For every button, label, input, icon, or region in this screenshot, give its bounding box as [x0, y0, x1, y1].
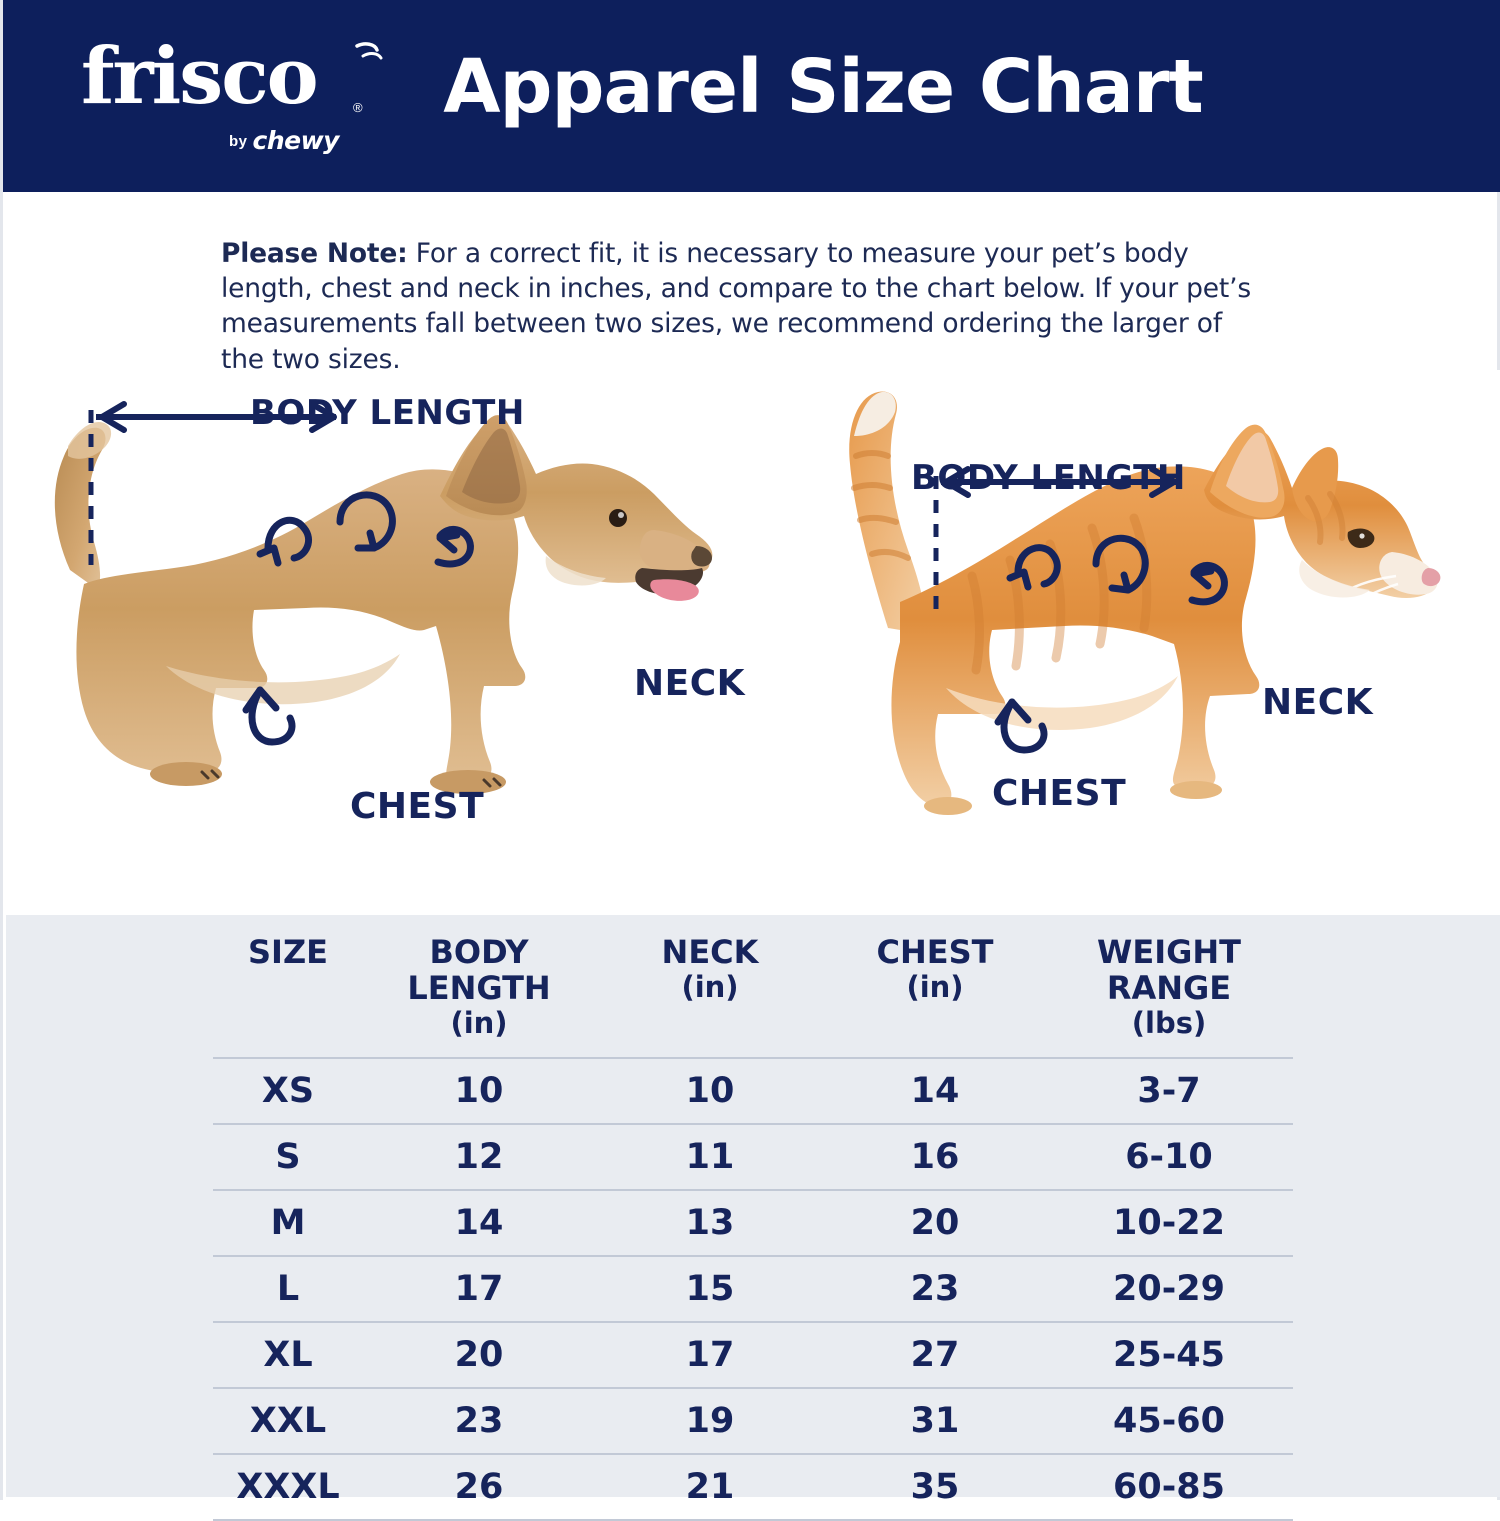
- cell-neck: 15: [595, 1255, 825, 1323]
- column-header-neck: NECK (in): [595, 933, 825, 1058]
- dog-eye: [609, 509, 627, 527]
- dog-neck-arrows: [264, 491, 474, 568]
- cell-neck: 11: [595, 1123, 825, 1191]
- cat-paw-rear: [924, 797, 972, 815]
- cat-chest-arrow: [1000, 698, 1048, 754]
- cell-size: XL: [213, 1321, 363, 1389]
- column-header-body-line1: BODY: [429, 933, 529, 971]
- column-header-size-line1: SIZE: [247, 933, 328, 971]
- cell-weight: 45-60: [1045, 1387, 1293, 1455]
- column-header-chest-line1: CHEST: [876, 933, 994, 971]
- cat-neck-label: NECK: [1262, 682, 1374, 723]
- cat-body-length-label: BODY LENGTH: [911, 458, 1186, 498]
- logo-wordmark: frisco: [81, 31, 319, 122]
- column-header-neck-unit: (in): [681, 969, 739, 1004]
- cell-body: 17: [363, 1255, 595, 1323]
- cell-body: 14: [363, 1189, 595, 1257]
- page-title: Apparel Size Chart: [443, 44, 1203, 130]
- cat-neck-arrows: [1014, 534, 1228, 606]
- cat-chest-label: CHEST: [992, 773, 1127, 814]
- column-header-weight-unit: (lbs): [1131, 1005, 1207, 1040]
- cell-neck: 10: [595, 1057, 825, 1125]
- cat-paw-front: [1170, 781, 1222, 799]
- column-header-neck-line1: NECK: [661, 933, 759, 971]
- table-row: S 12 11 16 6-10: [213, 1123, 1293, 1191]
- table-row: M 14 13 20 10-22: [213, 1189, 1293, 1257]
- logo-swoosh-icon: [355, 42, 383, 60]
- table-row: L 17 15 23 20-29: [213, 1255, 1293, 1323]
- cell-size: XS: [213, 1057, 363, 1125]
- dog-body-length-label: BODY LENGTH: [250, 393, 525, 433]
- column-header-size: SIZE: [213, 933, 363, 1058]
- column-header-chest-unit: (in): [906, 969, 964, 1004]
- cell-size: M: [213, 1189, 363, 1257]
- column-header-chest: CHEST (in): [825, 933, 1045, 1058]
- cell-weight: 6-10: [1045, 1123, 1293, 1191]
- logo-by-label: by: [229, 133, 248, 150]
- cell-chest: 16: [825, 1123, 1045, 1191]
- registered-trademark-icon: ®: [353, 100, 363, 115]
- dog-illustration: [54, 401, 713, 794]
- logo-chewy-label: chewy: [252, 126, 340, 155]
- cell-chest: 35: [825, 1453, 1045, 1521]
- cell-weight: 25-45: [1045, 1321, 1293, 1389]
- table-row: XL 20 17 27 25-45: [213, 1321, 1293, 1389]
- cell-body: 10: [363, 1057, 595, 1125]
- cat-ear-near: [1292, 447, 1339, 522]
- cell-neck: 21: [595, 1453, 825, 1521]
- dog-paw-front: [430, 770, 506, 794]
- cell-size: XXXL: [213, 1453, 363, 1521]
- cell-weight: 10-22: [1045, 1189, 1293, 1257]
- cat-body: [891, 466, 1260, 807]
- column-header-weight-line2: RANGE: [1106, 968, 1232, 1007]
- cell-chest: 27: [825, 1321, 1045, 1389]
- cell-size: S: [213, 1123, 363, 1191]
- table-row: XS 10 10 14 3-7: [213, 1057, 1293, 1125]
- table-row: XXXL 26 21 35 60-85: [213, 1453, 1293, 1521]
- dog-body: [76, 469, 526, 780]
- cell-weight: 3-7: [1045, 1057, 1293, 1125]
- table-head: SIZE BODY LENGTH (in) NECK (in) CHEST (i…: [213, 933, 1293, 1058]
- cell-body: 26: [363, 1453, 595, 1521]
- cell-size: XXL: [213, 1387, 363, 1455]
- cell-chest: 31: [825, 1387, 1045, 1455]
- column-header-weight-line1: WEIGHT: [1097, 933, 1241, 971]
- please-note-body: For a correct fit, it is necessary to me…: [221, 238, 1251, 375]
- cell-chest: 23: [825, 1255, 1045, 1323]
- dog-neck-label: NECK: [634, 663, 746, 704]
- cell-body: 20: [363, 1321, 595, 1389]
- dog-chest-label: CHEST: [350, 786, 485, 827]
- column-header-body-unit: (in): [450, 1005, 508, 1040]
- cell-body: 23: [363, 1387, 595, 1455]
- please-note-label: Please Note:: [221, 238, 408, 269]
- cell-neck: 17: [595, 1321, 825, 1389]
- cell-weight: 20-29: [1045, 1255, 1293, 1323]
- cell-body: 12: [363, 1123, 595, 1191]
- cell-chest: 14: [825, 1057, 1045, 1125]
- dog-tongue: [650, 579, 699, 601]
- table-header-row: SIZE BODY LENGTH (in) NECK (in) CHEST (i…: [213, 933, 1293, 1058]
- cell-size: L: [213, 1255, 363, 1323]
- logo-byline: by chewy: [229, 126, 339, 155]
- cell-neck: 13: [595, 1189, 825, 1257]
- size-table-area: SIZE BODY LENGTH (in) NECK (in) CHEST (i…: [6, 915, 1500, 1521]
- cell-neck: 19: [595, 1387, 825, 1455]
- size-chart-table: SIZE BODY LENGTH (in) NECK (in) CHEST (i…: [213, 933, 1293, 1521]
- illustration-area: BODY LENGTH NECK CHEST: [6, 370, 1500, 915]
- header-banner: frisco ® by chewy Apparel Size Chart: [3, 0, 1500, 192]
- column-header-body-length: BODY LENGTH (in): [363, 933, 595, 1058]
- cat-illustration: [849, 391, 1441, 815]
- please-note-text: Please Note: For a correct fit, it is ne…: [221, 236, 1251, 377]
- table-row: XXL 23 19 31 45-60: [213, 1387, 1293, 1455]
- table-body: XS 10 10 14 3-7 S 12 11 16 6-10 M 14 13: [213, 1057, 1293, 1521]
- dog-chest-arrow: [248, 686, 296, 746]
- dog-paw-rear: [150, 762, 222, 786]
- column-header-weight-range: WEIGHT RANGE (lbs): [1045, 933, 1293, 1058]
- cell-chest: 20: [825, 1189, 1045, 1257]
- frisco-logo[interactable]: frisco ® by chewy: [81, 31, 383, 158]
- cell-weight: 60-85: [1045, 1453, 1293, 1521]
- column-header-body-line2: LENGTH: [407, 968, 551, 1007]
